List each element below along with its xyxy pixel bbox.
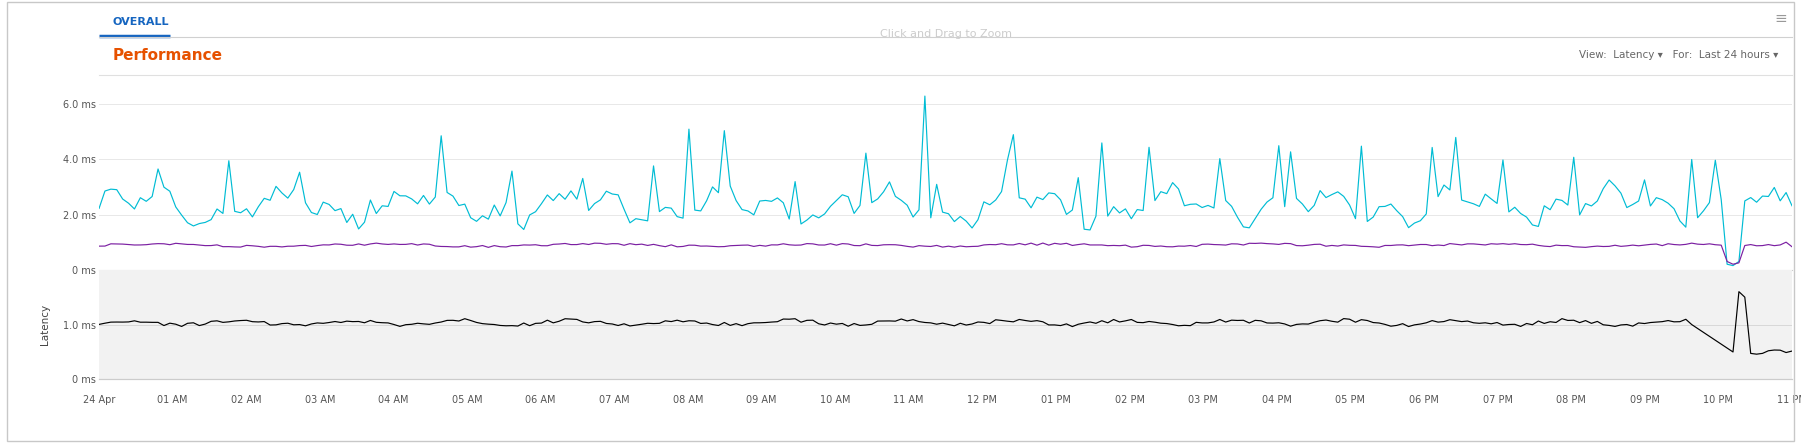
- Text: 05 PM: 05 PM: [1335, 395, 1365, 405]
- Text: 07 PM: 07 PM: [1482, 395, 1513, 405]
- Text: 03 PM: 03 PM: [1189, 395, 1217, 405]
- Text: 02 PM: 02 PM: [1115, 395, 1145, 405]
- Text: View:  Latency ▾   For:  Last 24 hours ▾: View: Latency ▾ For: Last 24 hours ▾: [1579, 50, 1778, 60]
- Text: 09 AM: 09 AM: [746, 395, 776, 405]
- Text: 08 AM: 08 AM: [672, 395, 702, 405]
- Text: 01 PM: 01 PM: [1041, 395, 1072, 405]
- Text: 03 AM: 03 AM: [304, 395, 335, 405]
- Text: 06 AM: 06 AM: [526, 395, 557, 405]
- Text: 24 Apr: 24 Apr: [83, 395, 115, 405]
- Text: 04 AM: 04 AM: [378, 395, 409, 405]
- Text: OVERALL: OVERALL: [113, 16, 169, 27]
- Text: 04 PM: 04 PM: [1263, 395, 1291, 405]
- Text: Latency: Latency: [40, 304, 50, 345]
- Text: 08 PM: 08 PM: [1556, 395, 1587, 405]
- Text: 11 AM: 11 AM: [893, 395, 924, 405]
- Text: ≡: ≡: [1774, 12, 1787, 27]
- Text: 07 AM: 07 AM: [600, 395, 630, 405]
- Text: 01 AM: 01 AM: [157, 395, 187, 405]
- Text: Performance: Performance: [113, 47, 223, 62]
- Text: 11 PM: 11 PM: [1778, 395, 1801, 405]
- Text: 06 PM: 06 PM: [1408, 395, 1439, 405]
- Text: Click and Drag to Zoom: Click and Drag to Zoom: [879, 29, 1012, 39]
- Text: 10 PM: 10 PM: [1704, 395, 1733, 405]
- Text: 05 AM: 05 AM: [452, 395, 483, 405]
- Text: 09 PM: 09 PM: [1630, 395, 1661, 405]
- Text: 10 AM: 10 AM: [819, 395, 850, 405]
- Text: 02 AM: 02 AM: [231, 395, 261, 405]
- Text: 12 PM: 12 PM: [967, 395, 998, 405]
